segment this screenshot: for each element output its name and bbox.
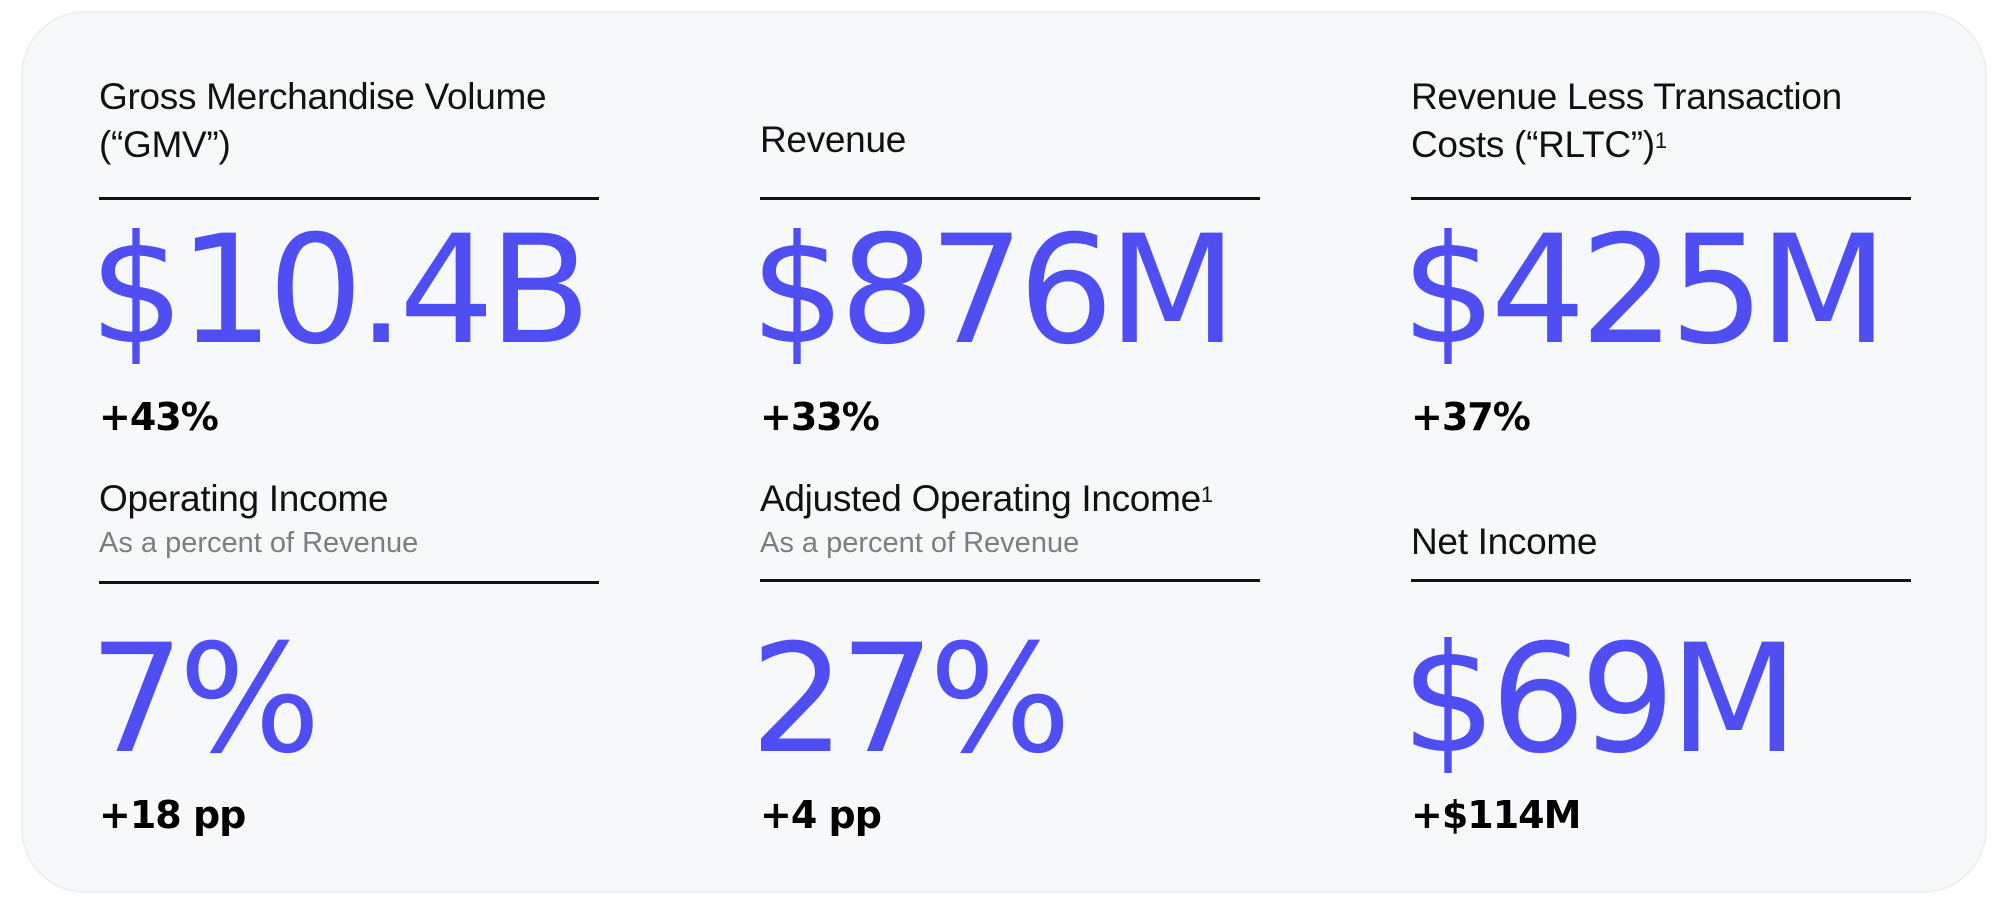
metric-value: $425M — [1401, 204, 1888, 378]
metric-title-line1: Adjusted Operating Income — [760, 478, 1201, 519]
metric-title-line1: Revenue — [760, 119, 907, 160]
metric-title-line1: Gross Merchandise Volume — [99, 76, 547, 117]
metric-title: Revenue — [760, 116, 906, 164]
metric-divider — [99, 197, 599, 200]
metric-net-income: Net Income $69M +$114M — [1401, 475, 1911, 875]
metric-change: +33% — [760, 395, 880, 439]
metric-subtitle: As a percent of Revenue — [99, 527, 419, 559]
metric-revenue: Revenue $876M +33% — [750, 73, 1260, 439]
metric-title-line1: Net Income — [1411, 521, 1598, 562]
metric-title-line1: Revenue Less Transaction — [1411, 76, 1842, 117]
metric-divider — [1411, 197, 1911, 200]
metric-divider — [1411, 579, 1911, 582]
footnote-marker: 1 — [1200, 482, 1213, 507]
metric-title: Operating Income — [99, 475, 389, 523]
metric-change: +43% — [99, 395, 219, 439]
metric-change: +18 pp — [99, 793, 246, 837]
metric-gmv: Gross Merchandise Volume (“GMV”) $10.4B … — [89, 73, 599, 439]
metric-title: Revenue Less Transaction Costs (“RLTC”)1 — [1411, 73, 1842, 169]
metric-divider — [99, 581, 599, 584]
metric-change: +$114M — [1411, 793, 1581, 837]
metric-subtitle: As a percent of Revenue — [760, 527, 1080, 559]
metric-value: $10.4B — [89, 204, 591, 378]
metric-title-line2: Costs (“RLTC”) — [1411, 124, 1655, 165]
metric-title: Gross Merchandise Volume (“GMV”) — [99, 73, 547, 169]
metric-rltc: Revenue Less Transaction Costs (“RLTC”)1… — [1401, 73, 1911, 439]
metric-divider — [760, 197, 1260, 200]
metric-title: Net Income — [1411, 518, 1598, 566]
metric-value: $876M — [750, 204, 1237, 378]
metric-operating-income: Operating Income As a percent of Revenue… — [89, 475, 599, 875]
metric-adjusted-operating-income: Adjusted Operating Income1 As a percent … — [750, 475, 1260, 875]
metric-change: +4 pp — [760, 793, 882, 837]
metric-change: +37% — [1411, 395, 1531, 439]
metric-value: $69M — [1401, 613, 1799, 787]
metric-value: 27% — [750, 613, 1071, 787]
kpi-card: Gross Merchandise Volume (“GMV”) $10.4B … — [21, 11, 1987, 893]
metric-divider — [760, 579, 1260, 582]
metric-title: Adjusted Operating Income1 — [760, 475, 1213, 523]
metric-title-line1: Operating Income — [99, 478, 389, 519]
metric-value: 7% — [89, 613, 321, 787]
footnote-marker: 1 — [1654, 128, 1667, 153]
metric-title-line2: (“GMV”) — [99, 124, 231, 165]
